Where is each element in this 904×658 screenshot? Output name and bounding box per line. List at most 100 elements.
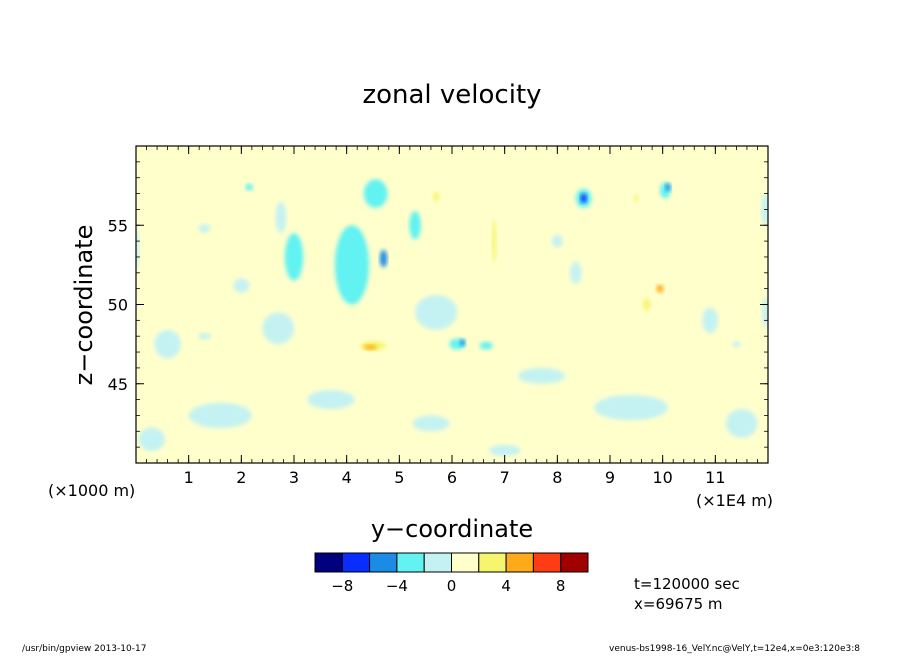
contour-region-62: [154, 329, 181, 359]
contour-region-29: [463, 180, 473, 191]
y-tick-label-45: 45: [108, 375, 128, 394]
contour-region-38: [541, 325, 605, 341]
y-axis-ticks: 45 50 55: [108, 145, 768, 464]
contour-region-44: [665, 183, 671, 192]
colorbar-swatch-1: [314, 552, 343, 573]
contour-region-18: [344, 174, 355, 197]
contour-region-50: [702, 307, 718, 334]
colorbar-label-1: −8: [331, 577, 353, 595]
contour-region-51: [732, 340, 741, 348]
contour-region-59: [488, 444, 521, 456]
time-label: t=120000 sec: [634, 575, 740, 593]
colorbar-swatch-9: [532, 552, 562, 573]
contour-region-21: [409, 210, 421, 240]
x-tick-label-4: 4: [342, 468, 352, 487]
y-scale-note: (×1000 m): [48, 481, 135, 500]
contour-region-1: [136, 228, 140, 270]
colorbar-label-5: 8: [556, 577, 566, 595]
contour-region-15: [334, 225, 370, 305]
x-tick-label-5: 5: [394, 468, 404, 487]
position-label: x=69675 m: [634, 595, 723, 613]
contour-region-56: [594, 394, 668, 421]
colorbar-swatch-2: [341, 552, 371, 573]
contour-region-26: [479, 341, 493, 350]
y-tick-label-55: 55: [108, 216, 128, 235]
chart-title: zonal velocity: [362, 80, 541, 110]
contour-region-36: [548, 300, 567, 315]
x-tick-label-6: 6: [447, 468, 457, 487]
y-axis-label: z−coordinate: [70, 225, 98, 386]
contour-region-2: [171, 169, 190, 180]
contour-region-13: [314, 207, 327, 243]
contour-region-17: [379, 249, 388, 268]
colorbar: −8 −4 0 4 8: [314, 552, 589, 595]
contour-region-46: [704, 207, 726, 243]
contour-region-3: [201, 176, 213, 185]
y-tick-label-50: 50: [108, 296, 128, 315]
contour-region-9: [233, 278, 250, 293]
contour-region-39: [643, 298, 651, 311]
contour-region-11: [284, 233, 304, 281]
contour-region-32: [552, 234, 563, 248]
contour-region-27: [477, 221, 496, 293]
contour-region-31: [510, 268, 520, 294]
contour-region-25: [459, 338, 466, 347]
colorbar-swatch-7: [478, 552, 507, 573]
colorbar-swatch-5: [423, 552, 453, 573]
contour-region-22: [433, 191, 440, 202]
contour-region-23: [444, 220, 455, 262]
x-axis-label: y−coordinate: [371, 515, 533, 543]
contour-region-53: [307, 390, 355, 410]
x-tick-label-7: 7: [500, 468, 510, 487]
contour-layer: [136, 169, 768, 456]
x-tick-label-2: 2: [236, 468, 246, 487]
x-tick-label-11: 11: [705, 468, 725, 487]
colorbar-label-4: 4: [501, 577, 511, 595]
contour-region-42: [634, 194, 639, 203]
contour-region-37: [583, 293, 668, 316]
contour-region-8: [245, 183, 254, 191]
colorbar-swatch-8: [505, 552, 534, 573]
contour-region-61: [415, 294, 458, 330]
contour-region-10: [197, 333, 212, 340]
x-tick-label-9: 9: [605, 468, 615, 487]
contour-region-30: [519, 203, 538, 223]
contour-region-20: [363, 344, 377, 350]
contour-region-16: [363, 179, 388, 208]
contour-region-7: [228, 218, 244, 248]
colorbar-swatch-10: [560, 552, 589, 573]
x-tick-label-1: 1: [184, 468, 194, 487]
contour-region-34: [580, 193, 587, 204]
colorbar-swatch-3: [369, 552, 398, 573]
contour-region-47: [735, 171, 749, 185]
footer-program: /usr/bin/gpview 2013-10-17: [22, 644, 146, 654]
x-tick-label-3: 3: [289, 468, 299, 487]
x-axis-ticks: 1 2 3 4 5 6 7 8 9 10 11: [135, 146, 769, 487]
plot-area: [135, 145, 769, 464]
x-tick-label-8: 8: [552, 468, 562, 487]
contour-region-6: [199, 277, 210, 288]
colorbar-swatch-6: [451, 552, 480, 573]
contour-region-57: [138, 427, 165, 452]
contour-region-40: [656, 284, 664, 293]
contour-region-35: [569, 261, 582, 284]
contour-region-54: [412, 415, 450, 432]
colorbar-label-2: −4: [386, 577, 408, 595]
colorbar-swatch-4: [396, 552, 425, 573]
contour-region-12: [275, 201, 287, 234]
x-tick-label-10: 10: [652, 468, 672, 487]
contour-region-14: [311, 325, 335, 341]
contour-region-4: [198, 224, 211, 233]
contour-region-5: [194, 256, 204, 280]
contour-region-58: [725, 409, 758, 438]
contour-region-55: [517, 367, 566, 384]
x-scale-note: (×1E4 m): [696, 491, 773, 510]
contour-region-45: [644, 220, 660, 246]
footer-source: venus-bs1998-16_VelY.nc@VelY,t=12e4,x=0e…: [609, 644, 860, 654]
contour-region-28: [492, 218, 497, 264]
contour-region-52: [188, 402, 252, 429]
colorbar-label-3: 0: [447, 577, 457, 595]
contour-region-60: [262, 312, 295, 345]
